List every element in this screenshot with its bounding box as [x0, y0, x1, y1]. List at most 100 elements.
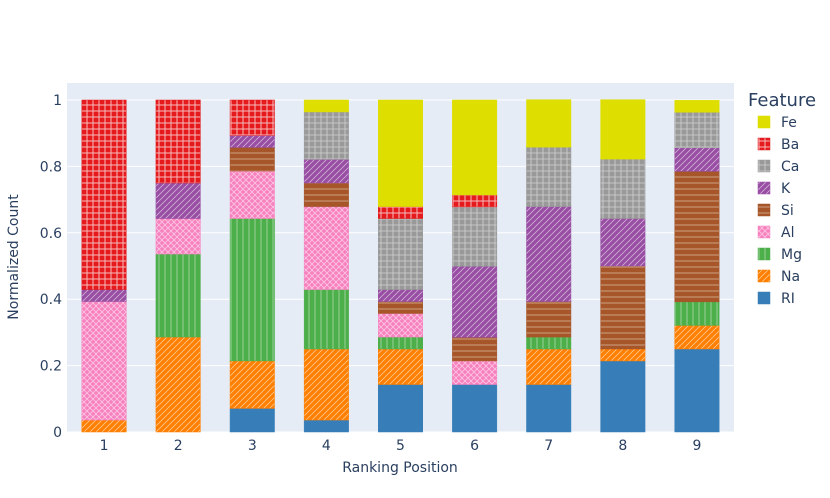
- bar-segment-ca-8: [600, 158, 646, 219]
- y-tick-label: 0.6: [40, 226, 62, 242]
- legend-label-ba: Ba: [781, 137, 799, 153]
- bar-segment-fe-8: [600, 99, 646, 160]
- bar-segment-ba-1: [81, 99, 127, 290]
- bar-segment-mg-4: [303, 289, 349, 350]
- bar-segment-k-9: [674, 147, 720, 172]
- legend-swatch-fe: [757, 115, 771, 129]
- bar-segment-al-1: [81, 301, 127, 421]
- y-tick-label: 0: [53, 425, 62, 441]
- bar-segment-ri-3: [229, 408, 275, 433]
- bar-segment-ca-9: [674, 112, 720, 149]
- x-axis-title: Ranking Position: [342, 460, 458, 476]
- bar-segment-si-6: [452, 337, 498, 362]
- bar-segment-al-4: [303, 206, 349, 290]
- bar-segment-al-2: [155, 218, 201, 255]
- legend-label-si: Si: [781, 203, 794, 219]
- y-tick-label: 0.2: [40, 359, 62, 375]
- x-tick-label: 5: [396, 438, 405, 454]
- legend-label-al: Al: [781, 225, 794, 241]
- x-tick-label: 1: [100, 438, 109, 454]
- bar-segment-ri-8: [600, 360, 646, 433]
- bar-segment-k-5: [378, 289, 423, 302]
- bar-segment-fe-7: [526, 99, 572, 148]
- bar-segment-ca-7: [526, 146, 572, 207]
- bar-segment-k-8: [600, 218, 646, 267]
- bar-segment-mg-5: [378, 336, 423, 350]
- bar-segment-na-4: [303, 348, 349, 421]
- bar-segment-k-7: [526, 206, 572, 302]
- bar-segment-mg-9: [674, 301, 720, 326]
- bar-segment-na-7: [526, 348, 572, 385]
- x-tick-label: 9: [692, 438, 701, 454]
- legend-label-ri: RI: [781, 291, 795, 307]
- bar-segment-fe-5: [378, 99, 423, 207]
- legend-label-ca: Ca: [781, 159, 799, 175]
- bar-segment-al-3: [229, 170, 275, 219]
- legend: Feature Fe Ba Ca K Si Al Mg Na RI: [748, 90, 816, 307]
- bar-segment-k-3: [229, 135, 275, 148]
- bar-segment-si-9: [674, 171, 720, 303]
- bar-segment-si-5: [378, 301, 423, 314]
- bar-segment-si-4: [303, 182, 349, 207]
- bar-segment-fe-9: [674, 100, 720, 113]
- legend-swatch-al: [757, 225, 771, 239]
- bar-segment-mg-3: [229, 218, 275, 362]
- legend-swatch-k: [757, 181, 771, 195]
- legend-swatch-mg: [757, 247, 771, 261]
- bar-segment-mg-7: [526, 336, 572, 350]
- y-tick-label: 1: [53, 93, 62, 109]
- x-tick-label: 4: [322, 438, 331, 454]
- bar-segment-al-5: [378, 313, 423, 338]
- bar-segment-na-2: [155, 336, 201, 433]
- bar-segment-k-1: [81, 289, 127, 302]
- legend-swatch-ca: [757, 159, 771, 173]
- bar-segment-ba-5: [378, 206, 423, 219]
- bar-segment-na-1: [81, 419, 127, 433]
- bar-segment-si-3: [229, 147, 275, 172]
- bar-segment-na-3: [229, 360, 275, 409]
- x-tick-label: 2: [174, 438, 183, 454]
- legend-label-na: Na: [781, 269, 800, 285]
- x-tick-label: 7: [544, 438, 553, 454]
- bar-segment-ba-2: [155, 99, 201, 184]
- bar-segment-ca-4: [303, 111, 349, 160]
- bar-segment-k-6: [452, 266, 498, 338]
- bar-segment-k-2: [155, 182, 201, 219]
- legend-swatch-na: [757, 269, 771, 283]
- bar-segment-fe-6: [452, 99, 498, 196]
- bar-segment-ca-5: [378, 218, 423, 290]
- bar-segment-ba-6: [452, 194, 498, 208]
- bar-segment-ca-6: [452, 206, 498, 267]
- y-tick-label: 0.8: [40, 159, 62, 175]
- bars: [81, 99, 720, 433]
- bar-segment-ri-7: [526, 384, 572, 433]
- bar-segment-ri-9: [674, 348, 720, 433]
- bar-segment-ri-6: [452, 384, 498, 433]
- bar-segment-si-7: [526, 301, 572, 338]
- legend-swatch-ba: [757, 137, 771, 151]
- bar-segment-na-8: [600, 348, 646, 362]
- legend-label-fe: Fe: [781, 115, 797, 131]
- legend-title: Feature: [748, 90, 816, 111]
- bar-segment-si-8: [600, 265, 646, 350]
- legend-label-mg: Mg: [781, 247, 802, 263]
- x-tick-label: 3: [248, 438, 257, 454]
- y-axis-title: Normalized Count: [6, 194, 22, 320]
- x-axis-ticks: 1 2 3 4 5 6 7 8 9: [100, 438, 702, 454]
- bar-segment-mg-2: [155, 253, 201, 338]
- bar-segment-k-4: [303, 159, 349, 184]
- bar-segment-fe-4: [303, 99, 349, 113]
- y-tick-label: 0.4: [40, 292, 62, 308]
- legend-swatch-ri: [757, 291, 771, 305]
- bar-segment-al-6: [452, 360, 498, 385]
- bar-segment-ba-3: [229, 99, 275, 136]
- bar-segment-na-5: [378, 348, 423, 385]
- bar-segment-ri-5: [378, 384, 423, 433]
- legend-label-k: K: [781, 181, 791, 197]
- bar-segment-na-9: [674, 325, 720, 350]
- bar-segment-ri-4: [303, 419, 349, 433]
- x-tick-label: 8: [618, 438, 627, 454]
- y-axis-ticks: 0 0.2 0.4 0.6 0.8 1: [40, 93, 62, 441]
- x-tick-label: 6: [470, 438, 479, 454]
